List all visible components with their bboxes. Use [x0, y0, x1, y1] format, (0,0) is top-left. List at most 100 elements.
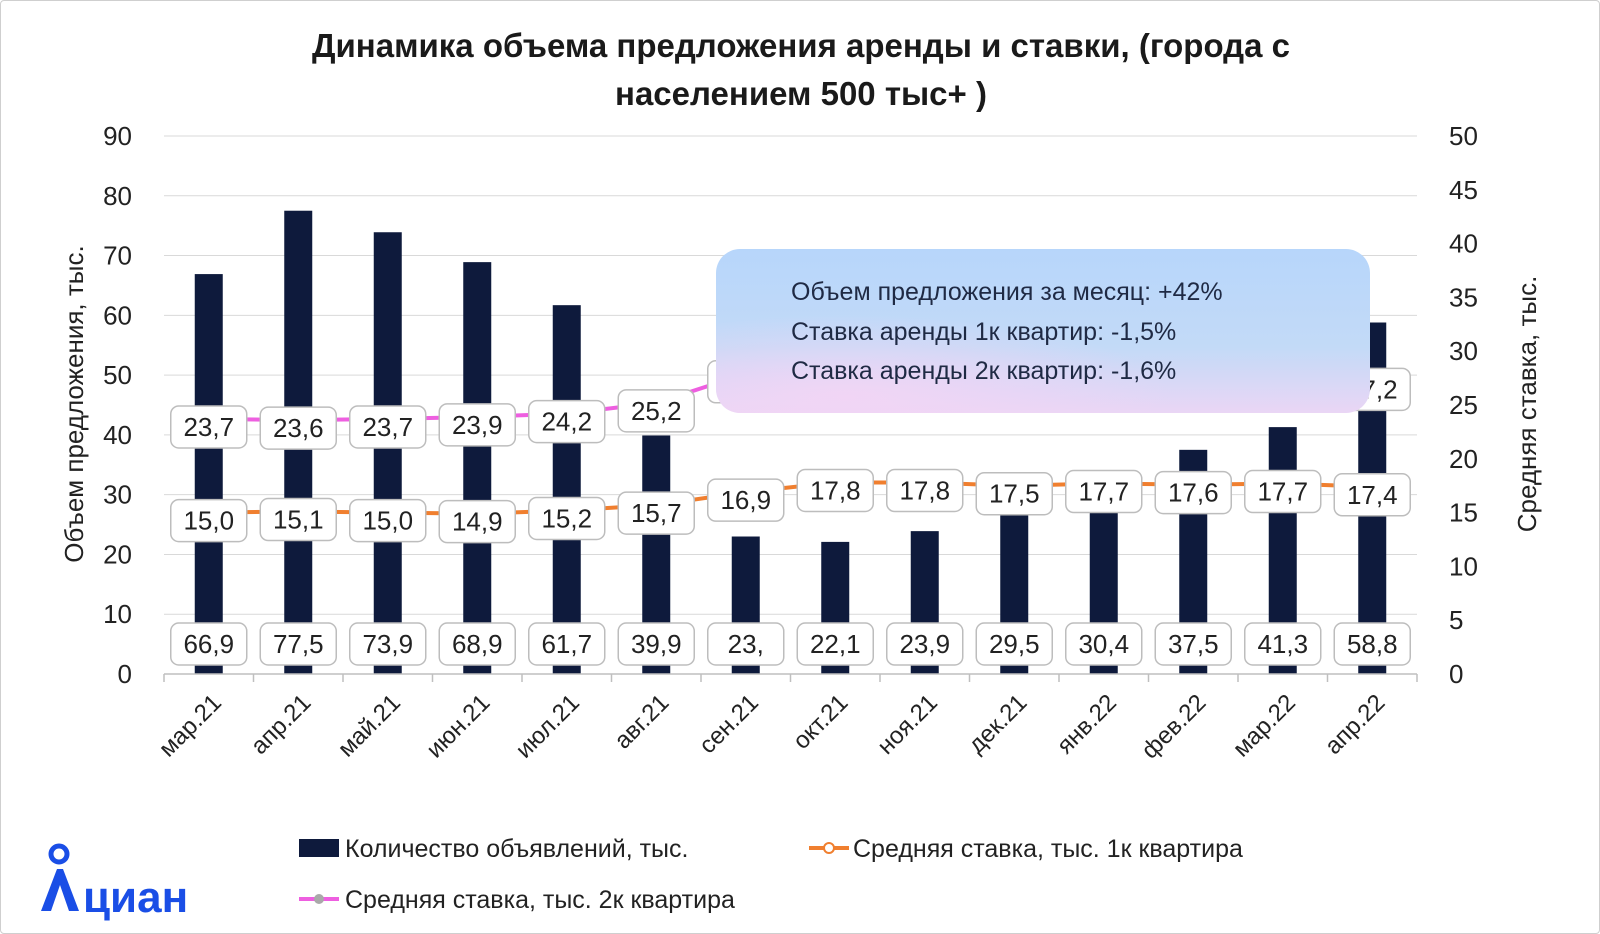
x-tick-label: дек.21 — [963, 689, 1032, 758]
bar-value-label: 29,5 — [989, 629, 1040, 659]
bar-value-label-box — [617, 622, 695, 666]
annotation-line-1: Объем предложения за месяц: +42% — [791, 278, 1223, 306]
legend: Количество объявлений, тыс. Средняя став… — [299, 835, 1243, 914]
bar-value-label: 39,9 — [631, 629, 682, 659]
location-pin-icon — [41, 843, 79, 911]
line-1k-value-label: 17,4 — [1347, 480, 1398, 510]
bar-value-label-box — [796, 622, 874, 666]
legend-marker-2k — [314, 894, 324, 904]
y-tick-label-left: 40 — [103, 420, 132, 450]
x-tick-label: мар.21 — [154, 689, 227, 762]
line-2k-value-label-box — [170, 405, 248, 449]
y-tick-label-right: 40 — [1449, 229, 1478, 259]
line-1k-value-label-box — [170, 498, 248, 543]
line-2k-value-label: 23,7 — [362, 412, 413, 442]
annotation-box: Объем предложения за месяц: +42% Ставка … — [716, 249, 1370, 413]
x-tick-label: апр.22 — [1320, 689, 1391, 760]
legend-swatch-bar — [299, 839, 339, 857]
bar-value-label: 77,5 — [273, 629, 324, 659]
legend-label-1k: Средняя ставка, тыс. 1к квартира — [853, 835, 1243, 863]
line-2k-value-label: 25,2 — [631, 396, 682, 426]
x-tick-label: авг.21 — [609, 689, 674, 754]
x-tick-label: июл.21 — [511, 689, 585, 763]
line-1k-value-label: 17,7 — [1078, 477, 1129, 507]
line-1k-value-label-box — [349, 498, 427, 543]
y-tick-label-right: 45 — [1449, 175, 1478, 205]
y-tick-label-left: 0 — [118, 659, 132, 689]
line-1k-value-label-box — [1154, 470, 1232, 515]
x-tick-label: ноя.21 — [872, 689, 943, 760]
line-1k-value-label: 15,2 — [541, 503, 592, 533]
line-2k-value-label: 23,7 — [183, 412, 234, 442]
line-1k-value-label-box — [886, 468, 964, 513]
line-1k-value-label-box — [707, 478, 785, 522]
line-1k-value-label-box — [259, 497, 337, 542]
line-1k-value-label-box — [438, 499, 516, 544]
y-tick-label-right: 25 — [1449, 390, 1478, 420]
bar — [194, 274, 223, 674]
x-tick-label: сен.21 — [694, 689, 764, 759]
bar-value-label: 23, — [728, 629, 764, 659]
legend-label-2k: Средняя ставка, тыс. 2к квартира — [345, 886, 735, 914]
y-tick-label-left: 70 — [103, 241, 132, 271]
y-tick-label-right: 30 — [1449, 336, 1478, 366]
line-1k-value-label-box — [796, 468, 874, 513]
bar-value-label-box — [1333, 622, 1411, 666]
line-1k-value-label-box — [1065, 469, 1143, 514]
bar-value-label: 58,8 — [1347, 629, 1398, 659]
bar-value-label-box — [975, 622, 1053, 666]
y-tick-label-right: 15 — [1449, 498, 1478, 528]
bar-value-label-box — [886, 622, 964, 666]
bar-value-label: 37,5 — [1168, 629, 1219, 659]
bar-value-label: 66,9 — [183, 629, 234, 659]
x-tick-label: май.21 — [333, 689, 406, 762]
legend-item-1k: Средняя ставка, тыс. 1к квартира — [809, 835, 1243, 863]
line-1k-value-label: 17,5 — [989, 479, 1040, 509]
y-tick-label-right: 5 — [1449, 605, 1463, 635]
logo-text: циан — [83, 873, 188, 922]
legend-item-listings: Количество объявлений, тыс. — [299, 835, 688, 863]
bar-value-label: 22,1 — [810, 629, 861, 659]
line-1k-value-label-box — [1244, 469, 1322, 514]
line-1k-value-label: 15,7 — [631, 498, 682, 528]
x-tick-label: янв.22 — [1052, 689, 1122, 759]
chart-title-line-2: населением 500 тыс+ ) — [615, 75, 987, 112]
bar-value-label-box — [259, 622, 337, 666]
line-2k-value-label-box — [617, 389, 695, 433]
line-1k-value-label: 17,7 — [1257, 477, 1308, 507]
bar-value-label-box — [349, 622, 427, 666]
y-tick-label-left: 80 — [103, 181, 132, 211]
bar-value-label-box — [707, 622, 785, 666]
bar-value-label-box — [1065, 622, 1143, 666]
line-1k-value-label: 15,0 — [183, 506, 234, 536]
y-tick-label-left: 20 — [103, 539, 132, 569]
x-tick-label: фев.22 — [1136, 689, 1211, 764]
y-tick-label-left: 50 — [103, 360, 132, 390]
y-tick-label-right: 50 — [1449, 121, 1478, 151]
y-tick-label-left: 90 — [103, 121, 132, 151]
annotation-line-2: Ставка аренды 1к квартир: -1,5% — [791, 318, 1176, 346]
line-1k-value-label: 17,8 — [810, 475, 861, 505]
line-1k-value-label-box — [1333, 473, 1411, 517]
x-tick-label: мар.22 — [1228, 689, 1301, 762]
y-tick-label-left: 60 — [103, 300, 132, 330]
bar — [373, 232, 402, 674]
line-1k-value-label-box — [617, 491, 695, 535]
y-tick-label-right: 20 — [1449, 444, 1478, 474]
y-tick-label-right: 0 — [1449, 659, 1463, 689]
bar — [552, 305, 581, 674]
cian-logo: циан — [41, 843, 188, 922]
bar-value-label: 73,9 — [362, 629, 413, 659]
line-2k-value-label-box — [528, 399, 606, 444]
chart-title-line-1: Динамика объема предложения аренды и ста… — [312, 27, 1290, 64]
annotation-line-3: Ставка аренды 2к квартир: -1,6% — [791, 357, 1176, 385]
line-2k-value-label: 24,2 — [541, 407, 592, 437]
line-1k-value-label: 15,0 — [362, 506, 413, 536]
y-tick-label-right: 10 — [1449, 551, 1478, 581]
bar-value-label-box — [170, 622, 248, 666]
x-tick-label: апр.21 — [246, 689, 317, 760]
line-1k-value-label-box — [528, 496, 606, 541]
y-axis-label-left: Объем предложения, тыс. — [59, 245, 89, 562]
line-1k-value-label: 14,9 — [452, 507, 503, 537]
